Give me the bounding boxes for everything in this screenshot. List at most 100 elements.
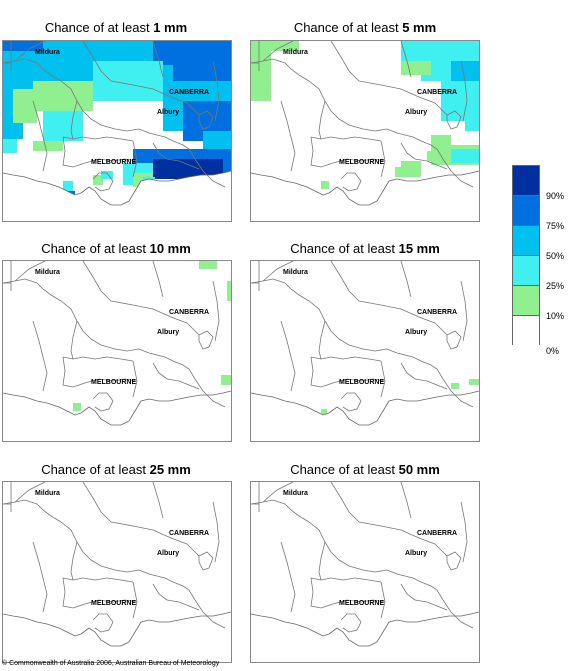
map-5mm: Mildura CANBERRA Albury MELBOURNE — [250, 40, 480, 222]
rain-probability-cell — [33, 141, 63, 151]
panel-title-1mm: Chance of at least 1 mm — [0, 20, 232, 35]
boundary-line — [380, 140, 386, 178]
boundary-line — [186, 543, 200, 557]
boundary-line — [310, 577, 334, 609]
rain-probability-cell — [43, 111, 83, 141]
sea-area — [3, 391, 231, 441]
map-10mm: Mildura CANBERRA Albury MELBOURNE — [2, 260, 232, 442]
boundary-line — [186, 322, 200, 336]
boundary-line — [340, 613, 362, 633]
boundary-line — [132, 581, 138, 619]
boundary-line — [280, 320, 296, 392]
boundary-line — [152, 41, 164, 78]
boundary-line — [62, 356, 134, 362]
boundary-line — [400, 583, 428, 603]
boundary-line — [132, 360, 138, 398]
panel-title-10mm: Chance of at least 10 mm — [0, 241, 232, 256]
title-value: 10 mm — [149, 241, 191, 256]
boundary-line — [152, 261, 164, 298]
boundary-line — [82, 261, 112, 302]
panel-title-5mm: Chance of at least 5 mm — [249, 20, 481, 35]
boundary-line — [262, 261, 294, 282]
boundary-line — [340, 172, 362, 192]
boundary-line — [84, 158, 138, 164]
boundary-line — [340, 392, 362, 412]
boundary-line — [310, 356, 334, 388]
boundary-line — [32, 320, 48, 392]
rain-probability-cell — [227, 281, 231, 301]
city-label-canberra: CANBERRA — [169, 309, 210, 316]
boundary-line — [132, 140, 138, 178]
boundary-line — [178, 380, 200, 390]
rain-probability-cell — [3, 41, 43, 51]
city-label-canberra: CANBERRA — [169, 530, 210, 537]
boundary-line — [110, 521, 188, 545]
boundary-line — [318, 320, 326, 360]
boundary-line — [280, 100, 296, 172]
rain-probability-cell — [93, 61, 163, 101]
boundary-line — [32, 100, 48, 172]
boundary-line — [434, 322, 448, 336]
city-label-melbourne: MELBOURNE — [339, 379, 385, 386]
boundary-line — [3, 58, 226, 188]
boundary-line — [460, 280, 468, 342]
boundary-line — [70, 320, 78, 360]
boundary-line — [400, 41, 412, 78]
rain-probability-cell — [321, 409, 327, 415]
boundary-line — [152, 482, 164, 519]
boundary-line — [212, 60, 220, 122]
legend-label-75: 75% — [546, 221, 565, 231]
map-canvas — [251, 261, 479, 441]
boundary-line — [400, 482, 412, 519]
boundary-line — [14, 261, 46, 282]
title-value: 15 mm — [398, 241, 440, 256]
boundary-line — [178, 601, 200, 611]
boundary-line — [92, 392, 114, 412]
legend-swatch-75 — [512, 195, 540, 225]
boundary-line — [318, 541, 326, 581]
boundary-line — [426, 380, 448, 390]
city-label-mildura: Mildura — [35, 269, 60, 276]
boundary-line — [198, 330, 214, 350]
boundary-line — [251, 499, 474, 629]
city-label-melbourne: MELBOURNE — [339, 600, 385, 607]
boundary-line — [426, 601, 448, 611]
legend-swatch-50 — [512, 225, 540, 255]
city-label-canberra: CANBERRA — [417, 530, 458, 537]
boundary-line — [82, 41, 112, 82]
legend-label-25: 25% — [546, 281, 565, 291]
title-value: 1 mm — [153, 20, 188, 35]
coastline — [251, 170, 479, 206]
legend-swatch-0 — [512, 315, 540, 345]
probability-legend: 90% 75% 50% 25% 10% 0% — [512, 165, 564, 356]
rain-probability-cell — [13, 89, 37, 123]
city-label-melbourne: MELBOURNE — [91, 379, 137, 386]
title-prefix: Chance of at least — [290, 462, 399, 477]
coastline — [3, 170, 231, 206]
city-label-albury: Albury — [405, 550, 428, 557]
rain-probability-cell — [401, 61, 431, 75]
city-label-albury: Albury — [405, 109, 428, 116]
boundary-line — [446, 330, 462, 350]
rain-probability-cell — [63, 181, 73, 193]
boundary-line — [152, 362, 180, 382]
boundary-line — [310, 136, 334, 168]
boundary-line — [460, 501, 468, 563]
boundary-line — [280, 541, 296, 613]
rain-probability-cell — [203, 131, 231, 151]
boundary-line — [332, 599, 386, 605]
panel-title-15mm: Chance of at least 15 mm — [249, 241, 481, 256]
boundary-line — [92, 613, 114, 633]
boundary-line — [186, 102, 200, 116]
rain-probability-cell — [251, 41, 299, 51]
boundary-line — [330, 41, 360, 82]
boundary-line — [84, 599, 138, 605]
boundary-line — [262, 482, 294, 503]
title-prefix: Chance of at least — [293, 20, 403, 35]
boundary-line — [426, 160, 448, 170]
panel-title-50mm: Chance of at least 50 mm — [249, 462, 481, 477]
boundary-line — [198, 110, 214, 130]
boundary-line — [62, 577, 86, 609]
city-label-mildura: Mildura — [283, 490, 308, 497]
boundary-line — [198, 551, 214, 571]
